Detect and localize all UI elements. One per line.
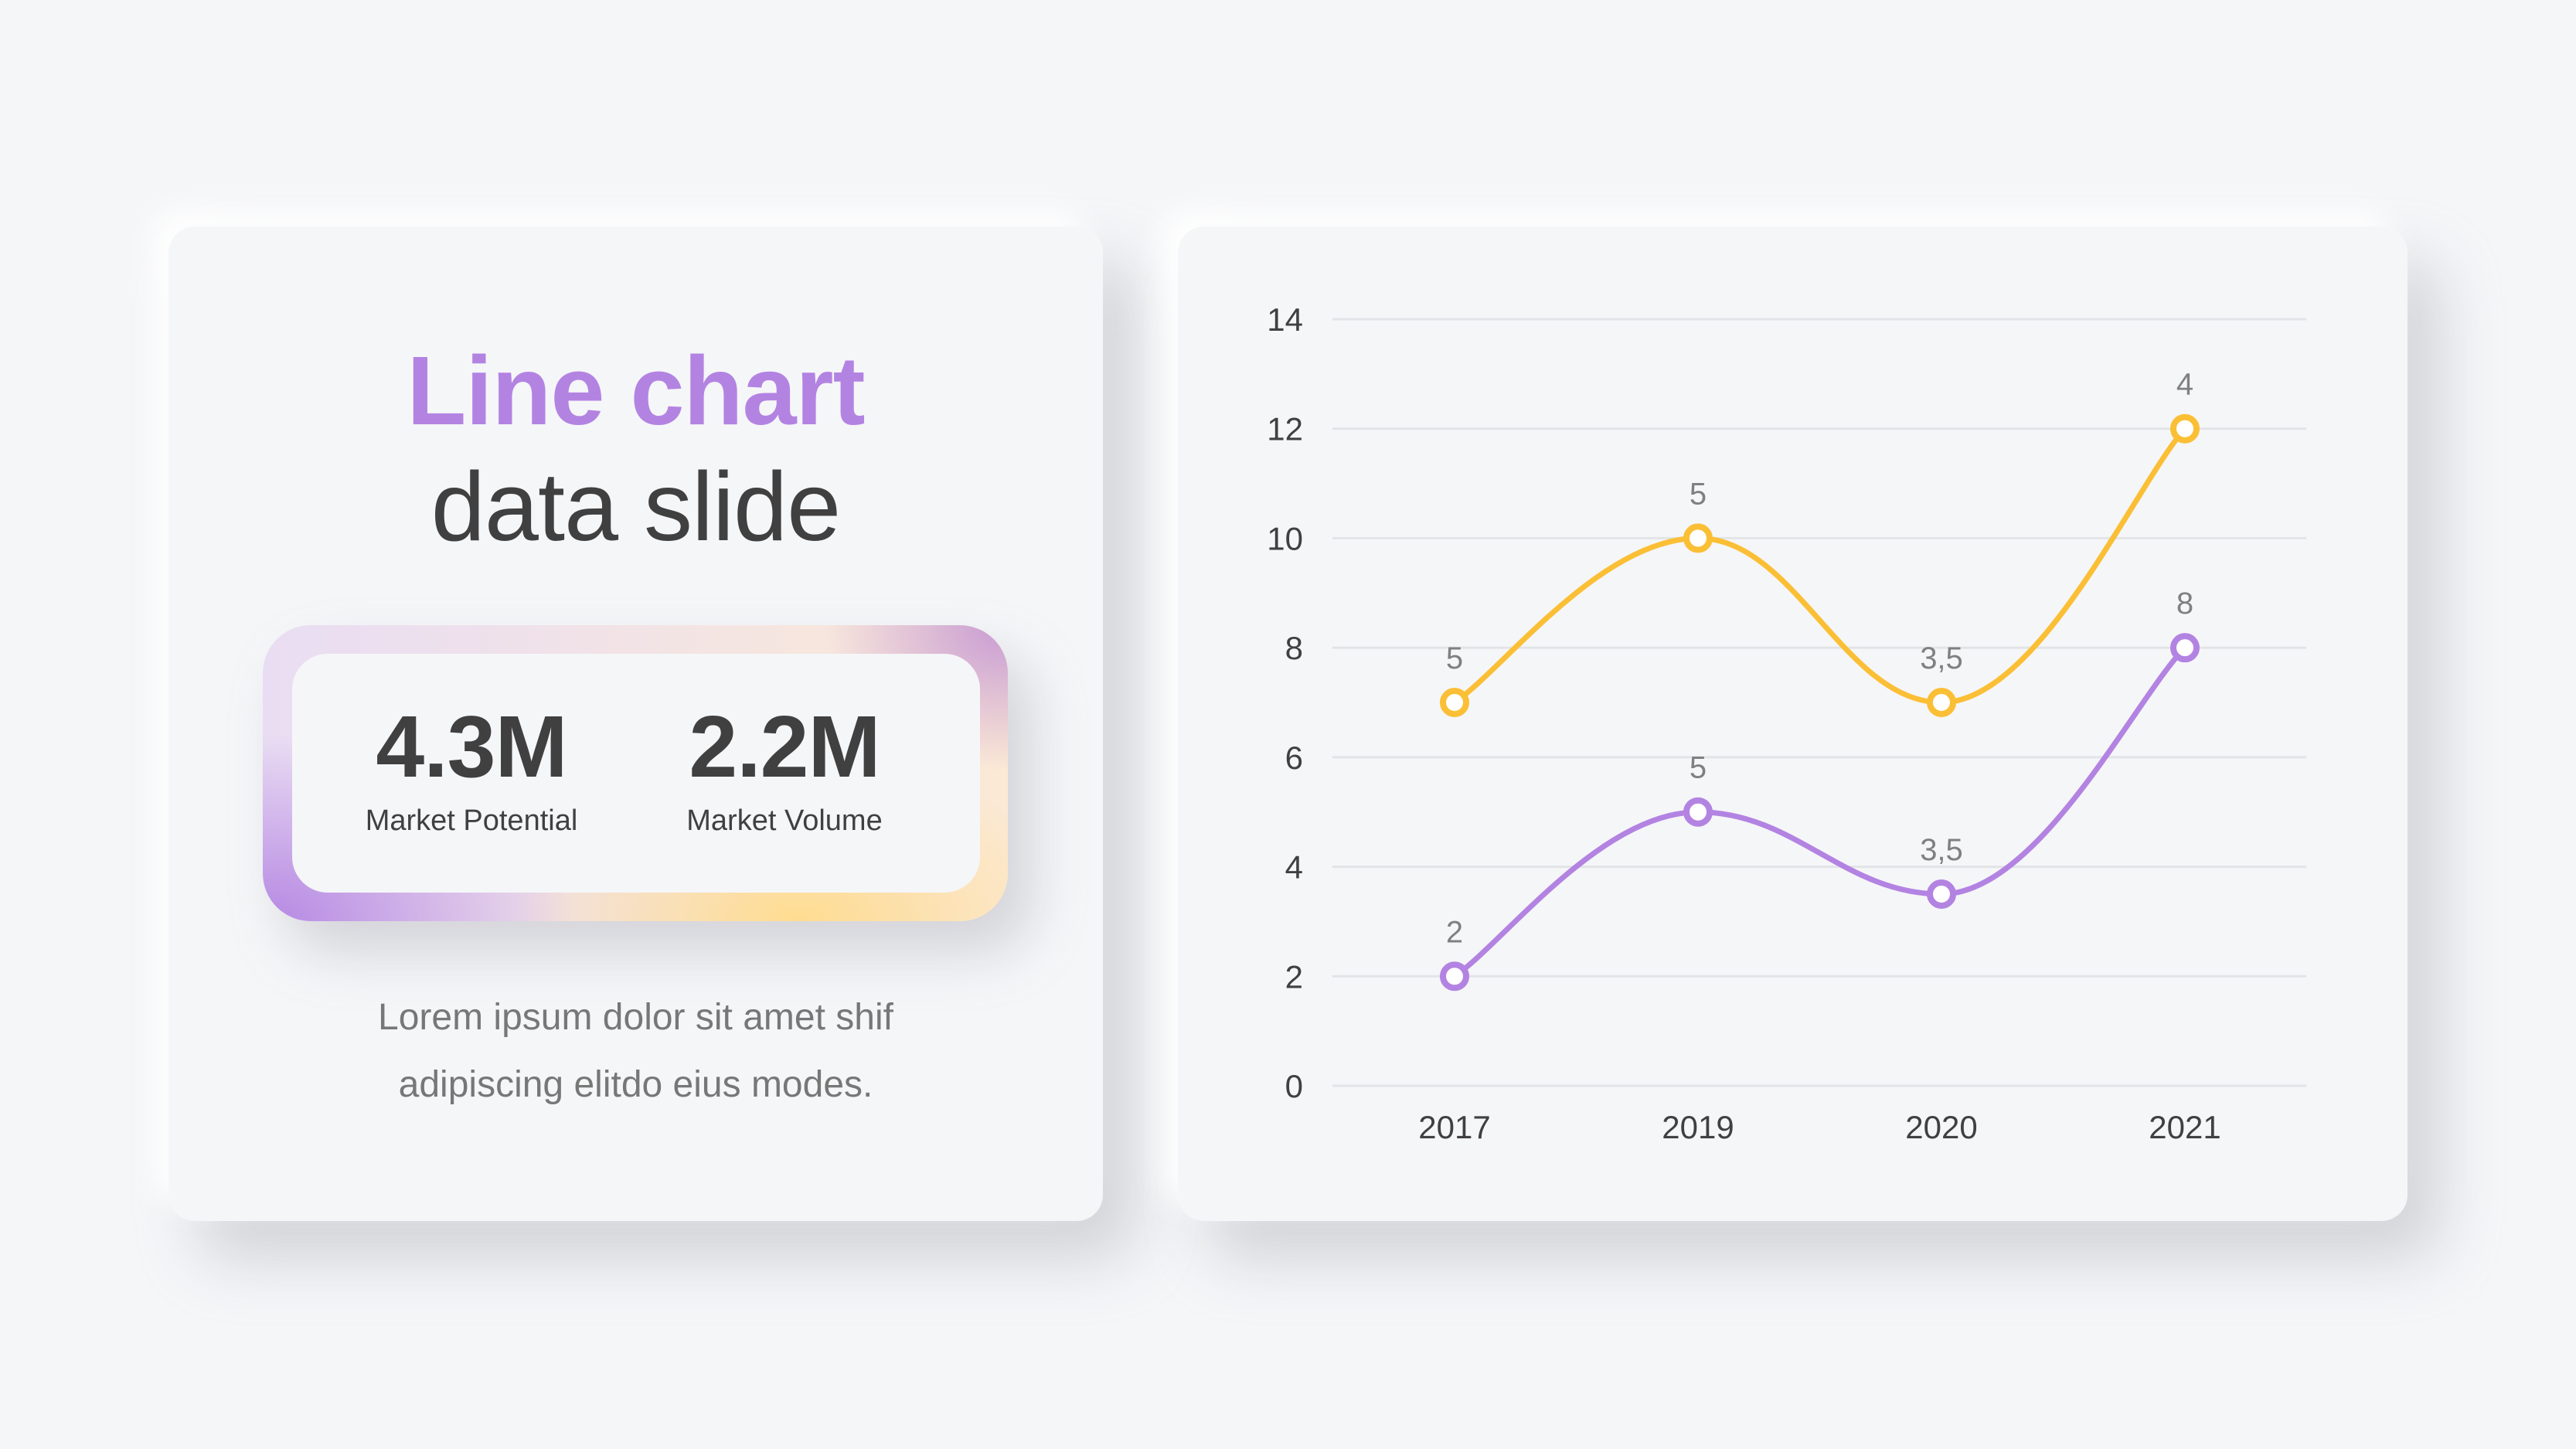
summary-card: Line chart data slide 4.3M Market Potent…: [168, 226, 1103, 1221]
chart-gridlines: [1332, 318, 2306, 1087]
y-tick-label: 0: [1285, 1068, 1303, 1104]
x-tick-label: 2019: [1662, 1109, 1734, 1145]
data-point-marker[interactable]: [1683, 797, 1713, 827]
y-tick-label: 10: [1267, 520, 1303, 556]
stat-value: 2.2M: [689, 698, 880, 795]
data-point-marker[interactable]: [1683, 523, 1713, 553]
stat-label: Market Volume: [686, 804, 883, 837]
series-2: 253,58: [1440, 587, 2200, 992]
data-label: 2: [1446, 915, 1463, 949]
chart-card: 0 2 4 6 8 10 12 14 2017 2019 2020 2021 5 5 3,5 4 2 5 3,5…: [1178, 226, 2408, 1221]
x-tick-label: 2021: [2149, 1109, 2220, 1145]
description-line-1: Lorem ipsum dolor sit amet shif: [378, 997, 893, 1038]
title-accent: Line chart: [407, 336, 865, 445]
y-axis: 0 2 4 6 8 10 12 14: [1267, 301, 1303, 1104]
stat-value: 4.3M: [376, 698, 567, 795]
data-label: 5: [1690, 477, 1707, 511]
data-point-marker[interactable]: [1927, 688, 1956, 717]
y-tick-label: 2: [1285, 958, 1303, 995]
data-point-marker[interactable]: [1440, 688, 1469, 717]
y-tick-label: 14: [1267, 301, 1303, 338]
title-main: data slide: [430, 452, 841, 561]
series-line: [1451, 645, 2188, 979]
y-tick-label: 8: [1285, 630, 1303, 666]
series-1: 553,54: [1440, 368, 2200, 717]
stat-label: Market Potential: [365, 804, 578, 837]
stats-panel: 4.3M Market Potential 2.2M Market Volume: [292, 654, 980, 893]
description-text: Lorem ipsum dolor sit amet shif adipisci…: [168, 984, 1103, 1118]
stats-frame: 4.3M Market Potential 2.2M Market Volume: [263, 625, 1008, 921]
data-point-marker[interactable]: [1440, 961, 1469, 992]
series-line: [1451, 426, 2188, 706]
y-tick-label: 12: [1267, 411, 1303, 447]
data-point-marker[interactable]: [1927, 879, 1956, 909]
data-label: 5: [1446, 641, 1463, 675]
description-line-2: adipiscing elitdo eius modes.: [398, 1064, 873, 1105]
data-label: 3,5: [1920, 641, 1963, 675]
x-axis: 2017 2019 2020 2021: [1418, 1109, 2220, 1145]
data-label: 5: [1690, 751, 1707, 785]
data-label: 8: [2176, 587, 2193, 621]
y-tick-label: 4: [1285, 849, 1303, 886]
data-label: 4: [2176, 368, 2193, 402]
x-tick-label: 2017: [1418, 1109, 1490, 1145]
data-point-marker[interactable]: [2170, 413, 2200, 444]
x-tick-label: 2020: [1905, 1109, 1977, 1145]
data-label: 3,5: [1920, 833, 1963, 867]
y-tick-label: 6: [1285, 740, 1303, 776]
data-point-marker[interactable]: [2170, 633, 2200, 663]
